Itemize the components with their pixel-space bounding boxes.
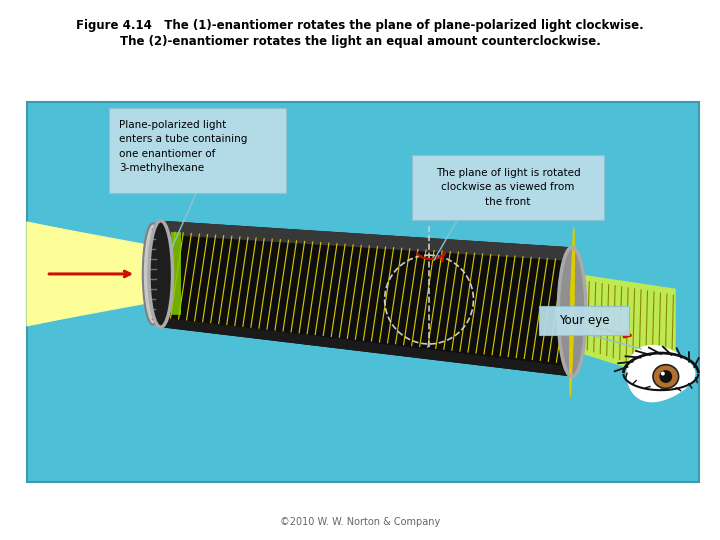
Ellipse shape	[149, 221, 173, 327]
Text: Your eye: Your eye	[559, 314, 609, 327]
FancyBboxPatch shape	[27, 102, 699, 482]
Ellipse shape	[143, 224, 163, 325]
Ellipse shape	[558, 247, 586, 376]
Polygon shape	[27, 222, 159, 326]
Text: The plane of light is rotated
clockwise as viewed from
the front: The plane of light is rotated clockwise …	[436, 168, 580, 206]
Ellipse shape	[660, 370, 672, 383]
FancyBboxPatch shape	[413, 154, 603, 220]
FancyBboxPatch shape	[539, 306, 629, 335]
Polygon shape	[572, 273, 675, 383]
Text: The (2)-enantiomer rotates the light an equal amount counterclockwise.: The (2)-enantiomer rotates the light an …	[120, 35, 600, 48]
Polygon shape	[161, 318, 572, 376]
Polygon shape	[161, 221, 572, 376]
Polygon shape	[161, 221, 572, 261]
Polygon shape	[27, 221, 173, 327]
Text: Figure 4.14   The (1)-enantiomer rotates the plane of plane-polarized light cloc: Figure 4.14 The (1)-enantiomer rotates t…	[76, 19, 644, 32]
Polygon shape	[626, 345, 696, 402]
Ellipse shape	[661, 372, 665, 375]
Ellipse shape	[653, 364, 679, 388]
Text: ©2010 W. W. Norton & Company: ©2010 W. W. Norton & Company	[280, 517, 440, 526]
FancyBboxPatch shape	[109, 108, 286, 193]
Text: Plane-polarized light
enters a tube containing
one enantiomer of
3-methylhexane: Plane-polarized light enters a tube cont…	[120, 120, 248, 173]
